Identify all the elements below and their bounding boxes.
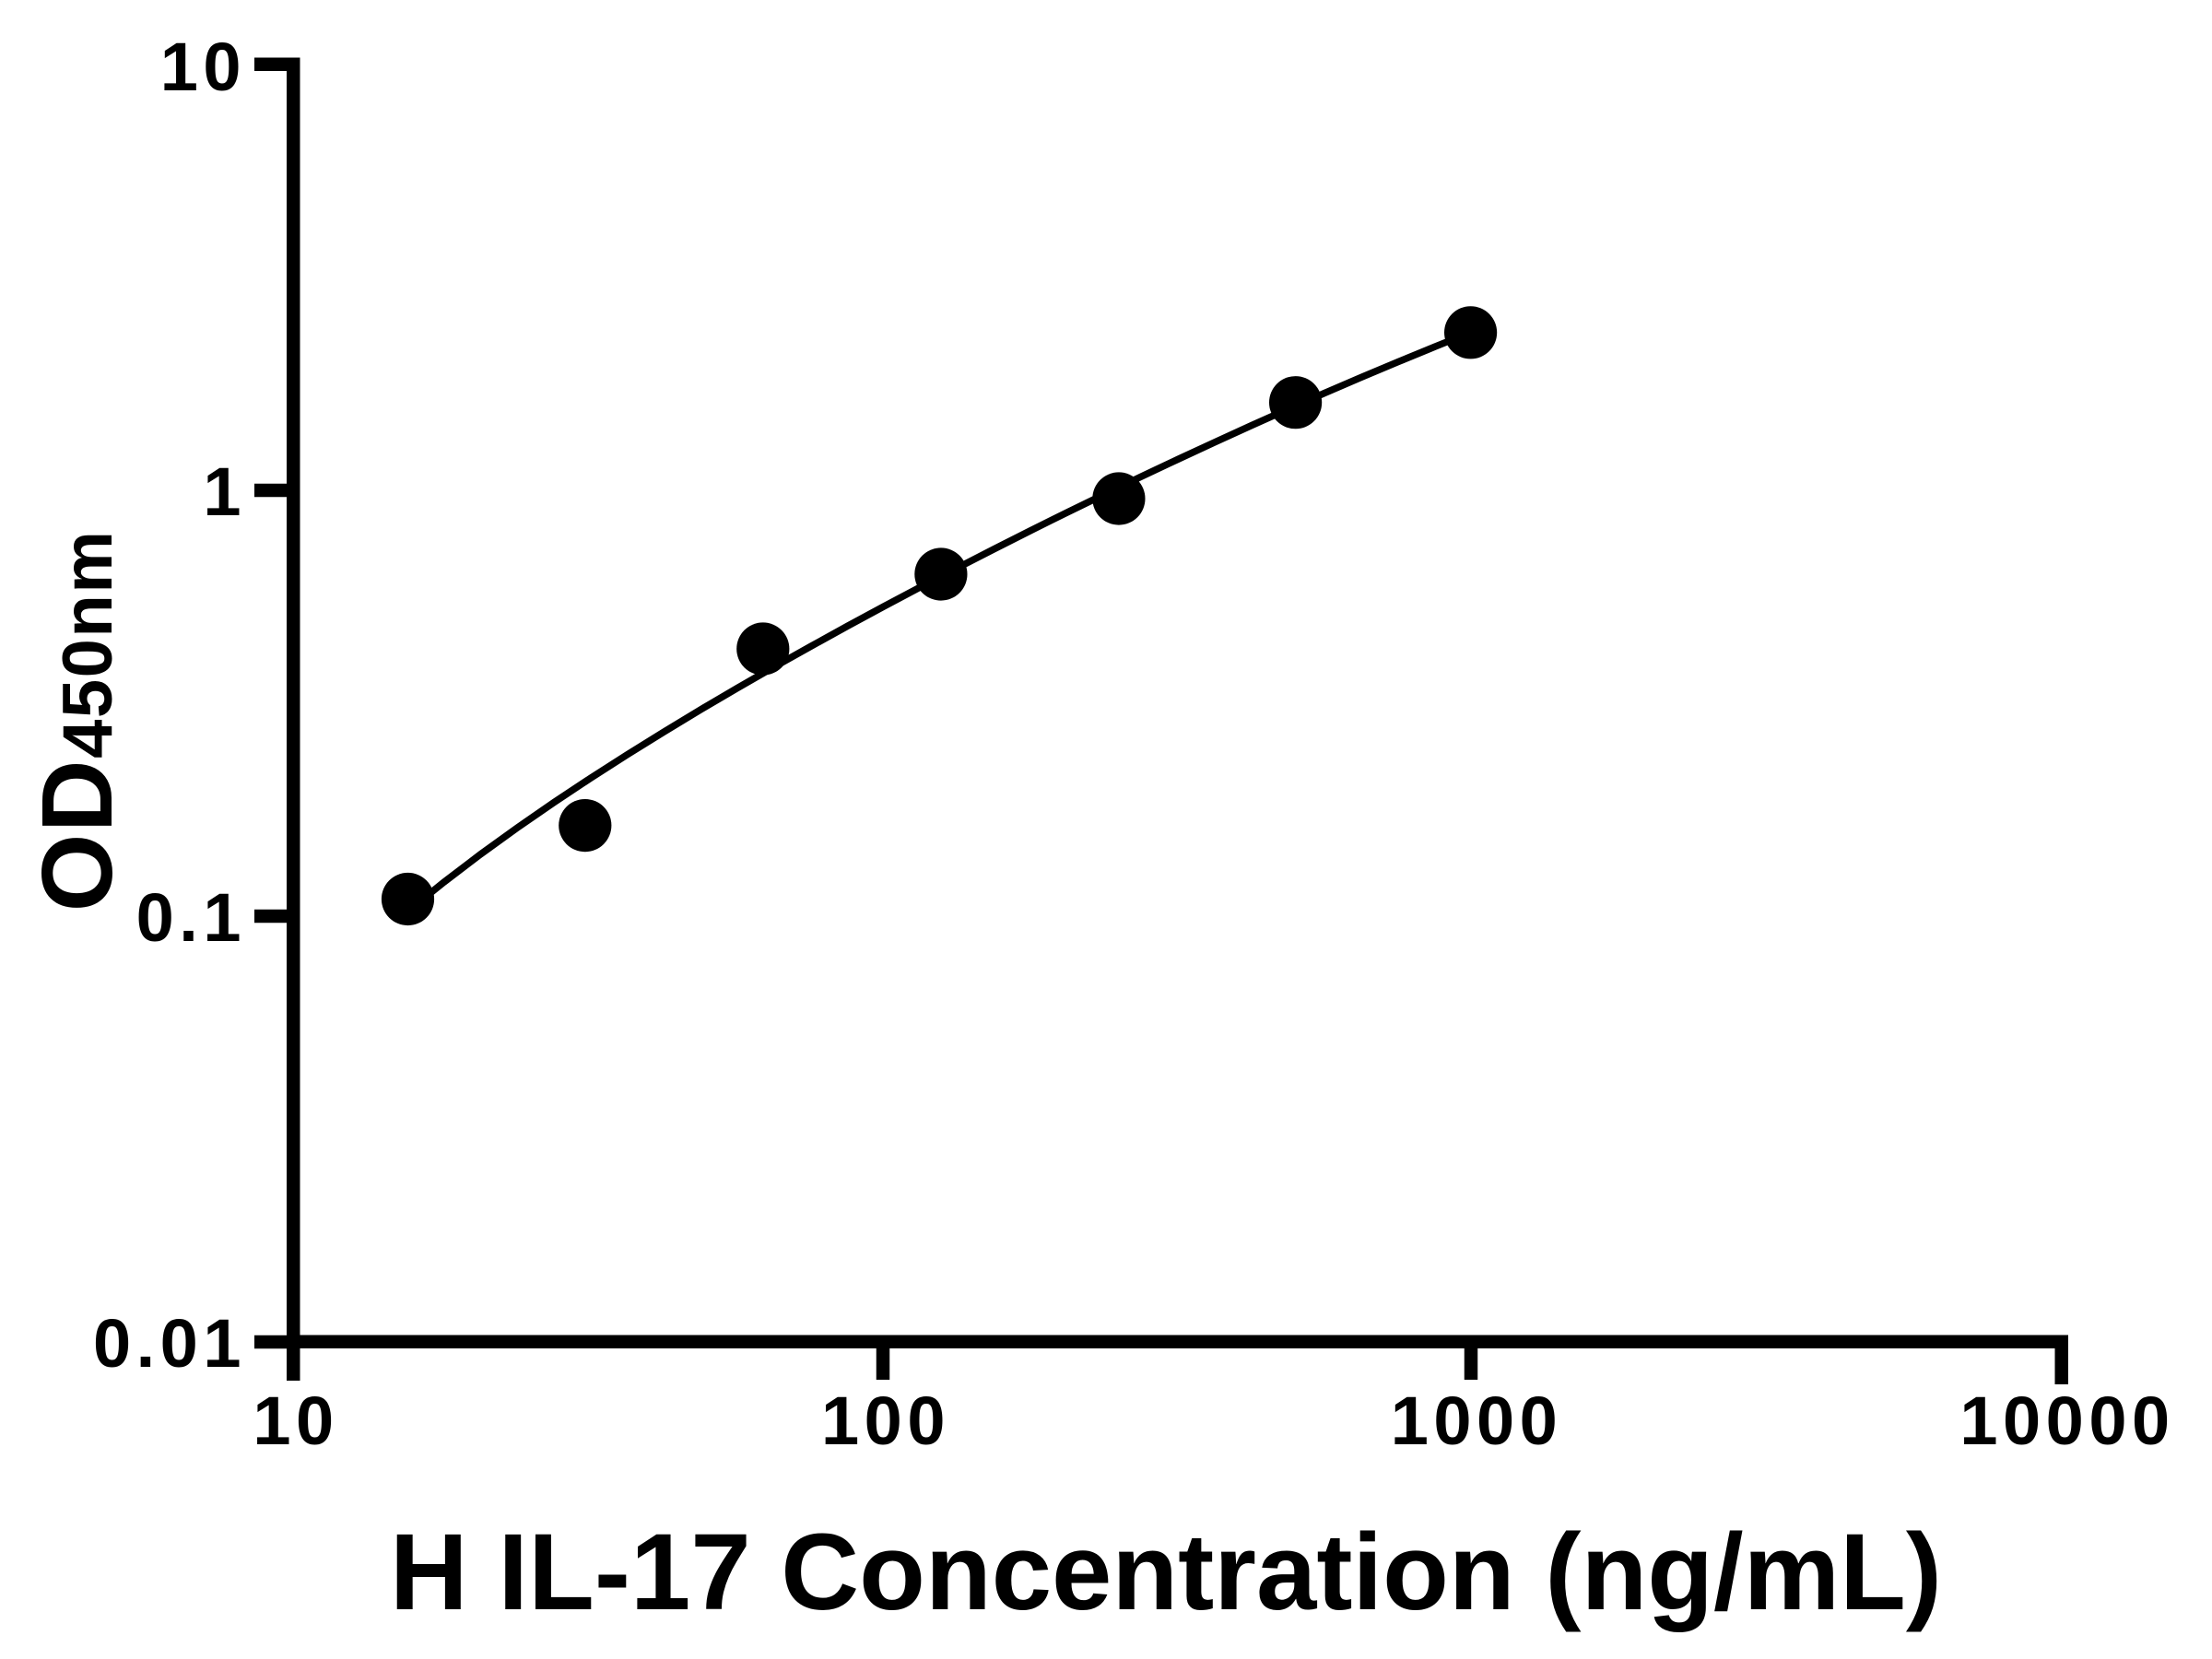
svg-text:1: 1 (203, 453, 246, 530)
svg-text:0.01: 0.01 (93, 1305, 246, 1382)
svg-text:H IL-17 Concentration (ng/mL): H IL-17 Concentration (ng/mL) (390, 1512, 1942, 1632)
svg-text:10000: 10000 (1959, 1382, 2174, 1459)
svg-text:10: 10 (160, 29, 246, 105)
svg-text:10: 10 (253, 1382, 338, 1459)
svg-text:1000: 1000 (1391, 1382, 1563, 1459)
svg-text:OD450nm: OD450nm (21, 530, 134, 912)
svg-text:0.1: 0.1 (136, 879, 246, 956)
svg-text:100: 100 (821, 1382, 950, 1459)
